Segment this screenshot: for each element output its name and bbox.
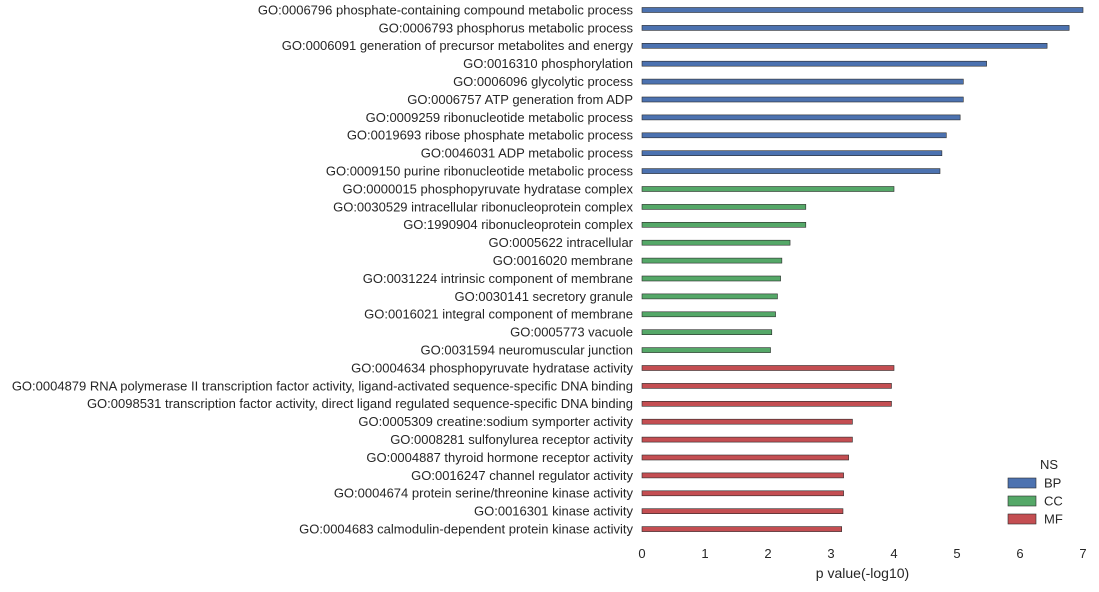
x-axis-label: p value(-log10) [816,565,909,581]
legend-swatch-cc [1007,495,1037,507]
category-label: GO:0006796 phosphate-containing compound… [258,2,634,17]
bar-mf [641,400,892,407]
category-label: GO:0016310 phosphorylation [463,56,633,71]
category-label: GO:0004683 calmodulin-dependent protein … [299,522,633,537]
category-label: GO:0046031 ADP metabolic process [421,146,634,161]
category-label: GO:0004674 protein serine/threonine kina… [334,486,634,501]
bar-mf [641,490,844,497]
category-label: GO:0004879 RNA polymerase II transcripti… [12,378,633,393]
category-label: GO:0006757 ATP generation from ADP [407,92,633,107]
category-label: GO:0004887 thyroid hormone receptor acti… [366,450,633,465]
bar-bp [641,25,1070,31]
legend-label-mf: MF [1044,511,1063,526]
category-label: GO:0006793 phosphorus metabolic process [379,20,634,35]
bar-bp [641,60,987,67]
bar-bp [641,78,964,85]
category-label: GO:0000015 phosphopyruvate hydratase com… [342,181,633,196]
category-label: GO:0009150 purine ribonucleotide metabol… [326,164,634,179]
category-label: GO:0009259 ribonucleotide metabolic proc… [366,110,634,125]
category-labels: GO:0006796 phosphate-containing compound… [12,2,634,536]
bar-mf [641,418,853,425]
category-label: GO:0031594 neuromuscular junction [421,343,633,358]
bar-cc [641,347,771,353]
category-label: GO:0005773 vacuole [510,325,633,340]
x-tick-label: 4 [890,546,897,561]
bar-mf [641,365,895,371]
category-label: GO:0004634 phosphopyruvate hydratase act… [351,360,633,375]
bar-mf [641,526,843,532]
bar-bp [641,96,964,103]
bar-cc [641,222,807,228]
x-axis-ticks: 0 1 2 3 4 5 6 7 [638,546,1086,561]
x-tick-label: 6 [1016,546,1023,561]
legend-swatch-mf [1007,513,1037,525]
bar-mf [641,383,892,389]
x-tick-label: 2 [764,546,771,561]
category-label: GO:0016020 membrane [493,253,633,268]
bar-cc [641,257,783,264]
bar-cc [641,293,778,300]
bar-bp [641,168,941,174]
category-label: GO:0098531 transcription factor activity… [87,396,633,411]
category-label: GO:0016301 kinase activity [474,504,633,519]
category-label: GO:0019693 ribose phosphate metabolic pr… [347,128,634,143]
x-tick-label: 1 [701,546,708,561]
bar-mf [641,472,844,479]
legend-entries: BP CC MF [1007,475,1063,526]
category-label: GO:1990904 ribonucleoprotein complex [403,217,633,232]
bar-cc [641,204,807,210]
x-tick-label: 7 [1079,546,1086,561]
legend-label-cc: CC [1044,493,1063,508]
legend: NS BP CC MF [1007,457,1063,526]
x-tick-label: 3 [827,546,834,561]
category-label: GO:0005309 creatine:sodium symporter act… [358,414,633,429]
bar-bp [641,114,961,121]
category-label: GO:0006096 glycolytic process [453,74,633,89]
bars-layer [641,7,1084,532]
category-label: GO:0031224 intrinsic component of membra… [363,271,633,286]
bar-cc [641,275,781,282]
category-label: GO:0030141 secretory granule [455,289,634,304]
bar-cc [641,239,791,246]
bar-mf [641,454,849,461]
bar-mf [641,436,853,443]
bar-bp [641,7,1084,13]
bar-mf [641,508,844,515]
legend-title: NS [1040,457,1058,472]
category-label: GO:0006091 generation of precursor metab… [282,38,634,53]
bar-bp [641,132,947,139]
legend-label-bp: BP [1044,475,1061,490]
bar-bp [641,150,943,156]
category-label: GO:0005622 intracellular [488,235,633,250]
category-label: GO:0008281 sulfonylurea receptor activit… [390,432,633,447]
category-label: GO:0030529 intracellular ribonucleoprote… [333,199,633,214]
bar-bp [641,42,1048,49]
bar-cc [641,311,776,318]
x-tick-label: 0 [638,546,645,561]
x-tick-label: 5 [953,546,960,561]
bar-cc [641,186,895,192]
category-label: GO:0016247 channel regulator activity [411,468,633,483]
bar-cc [641,329,773,336]
category-label: GO:0016021 integral component of membran… [364,307,633,322]
legend-swatch-bp [1007,477,1037,489]
